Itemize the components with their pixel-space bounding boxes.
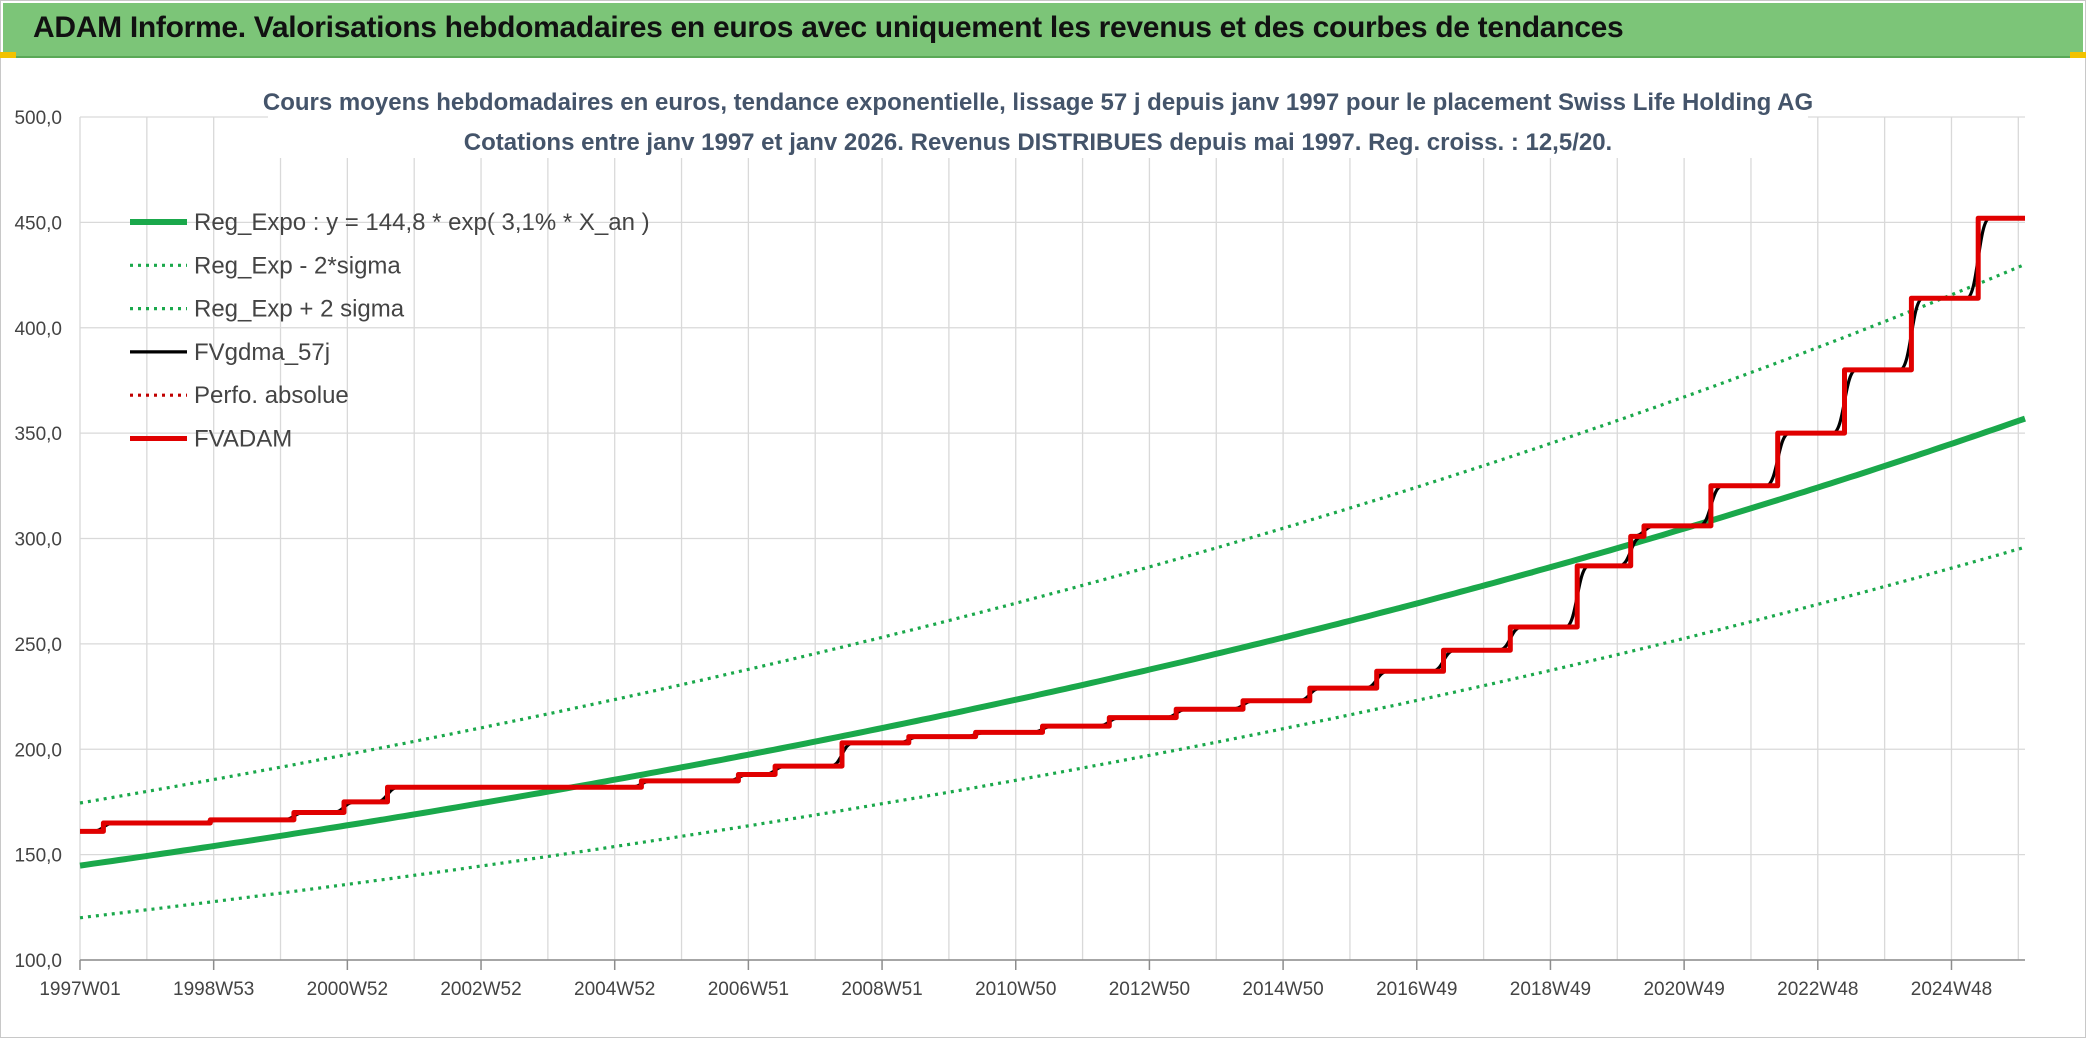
corner-marker bbox=[0, 52, 16, 58]
x-tick-label: 2002W52 bbox=[440, 979, 521, 1000]
legend-label: Reg_Exp - 2*sigma bbox=[194, 252, 401, 279]
chart-title-line2: Cotations entre janv 1997 et janv 2026. … bbox=[464, 129, 1612, 156]
x-tick-label: 2014W50 bbox=[1242, 979, 1323, 1000]
x-tick-label: 1997W01 bbox=[39, 979, 120, 1000]
x-tick-label: 2006W51 bbox=[708, 979, 789, 1000]
legend-label: FVADAM bbox=[194, 426, 292, 453]
x-tick-label: 2012W50 bbox=[1109, 979, 1190, 1000]
y-tick-label: 500,0 bbox=[14, 108, 62, 129]
corner-marker bbox=[2070, 52, 2086, 58]
series-layer bbox=[79, 215, 2026, 920]
y-tick-label: 200,0 bbox=[14, 740, 62, 761]
x-tick-label: 2024W48 bbox=[1911, 979, 1992, 1000]
y-tick-label: 250,0 bbox=[14, 635, 62, 656]
x-tick-label: 2000W52 bbox=[307, 979, 388, 1000]
report-banner: ADAM Informe. Valorisations hebdomadaire… bbox=[3, 3, 2083, 58]
y-tick-label: 450,0 bbox=[14, 213, 62, 234]
y-tick-label: 300,0 bbox=[14, 530, 62, 551]
y-tick-label: 100,0 bbox=[14, 951, 62, 972]
x-tick-label: 2020W49 bbox=[1643, 979, 1724, 1000]
x-tick-label: 2004W52 bbox=[574, 979, 655, 1000]
series-line bbox=[79, 545, 2026, 920]
x-tick-label: 2022W48 bbox=[1777, 979, 1858, 1000]
title-background bbox=[268, 86, 1808, 158]
chart-title-line1: Cours moyens hebdomadaires en euros, ten… bbox=[263, 89, 1813, 116]
y-tick-label: 350,0 bbox=[14, 424, 62, 445]
axes-layer: 100,0 150,0 200,0 250,0 300,0 350,0 400,0 450,0… bbox=[14, 108, 2025, 1000]
x-tick-label: 2010W50 bbox=[975, 979, 1056, 1000]
legend-label: Reg_Exp + 2 sigma bbox=[194, 296, 405, 323]
legend-label: FVgdma_57j bbox=[194, 339, 330, 366]
x-tick-label: 2008W51 bbox=[841, 979, 922, 1000]
legend-label: Reg_Expo : y = 144,8 * exp( 3,1% * X_an … bbox=[194, 209, 650, 236]
legend: Reg_Expo : y = 144,8 * exp( 3,1% * X_an … bbox=[130, 209, 650, 453]
y-tick-label: 150,0 bbox=[14, 846, 62, 867]
x-tick-label: 1998W53 bbox=[173, 979, 254, 1000]
legend-label: Perfo. absolue bbox=[194, 382, 349, 409]
series-line bbox=[80, 215, 2025, 834]
report-title: ADAM Informe. Valorisations hebdomadaire… bbox=[33, 11, 1624, 44]
grid-layer bbox=[79, 116, 2025, 961]
x-tick-label: 2018W49 bbox=[1510, 979, 1591, 1000]
y-tick-label: 400,0 bbox=[14, 319, 62, 340]
series-line bbox=[79, 262, 2026, 805]
x-tick-label: 2016W49 bbox=[1376, 979, 1457, 1000]
